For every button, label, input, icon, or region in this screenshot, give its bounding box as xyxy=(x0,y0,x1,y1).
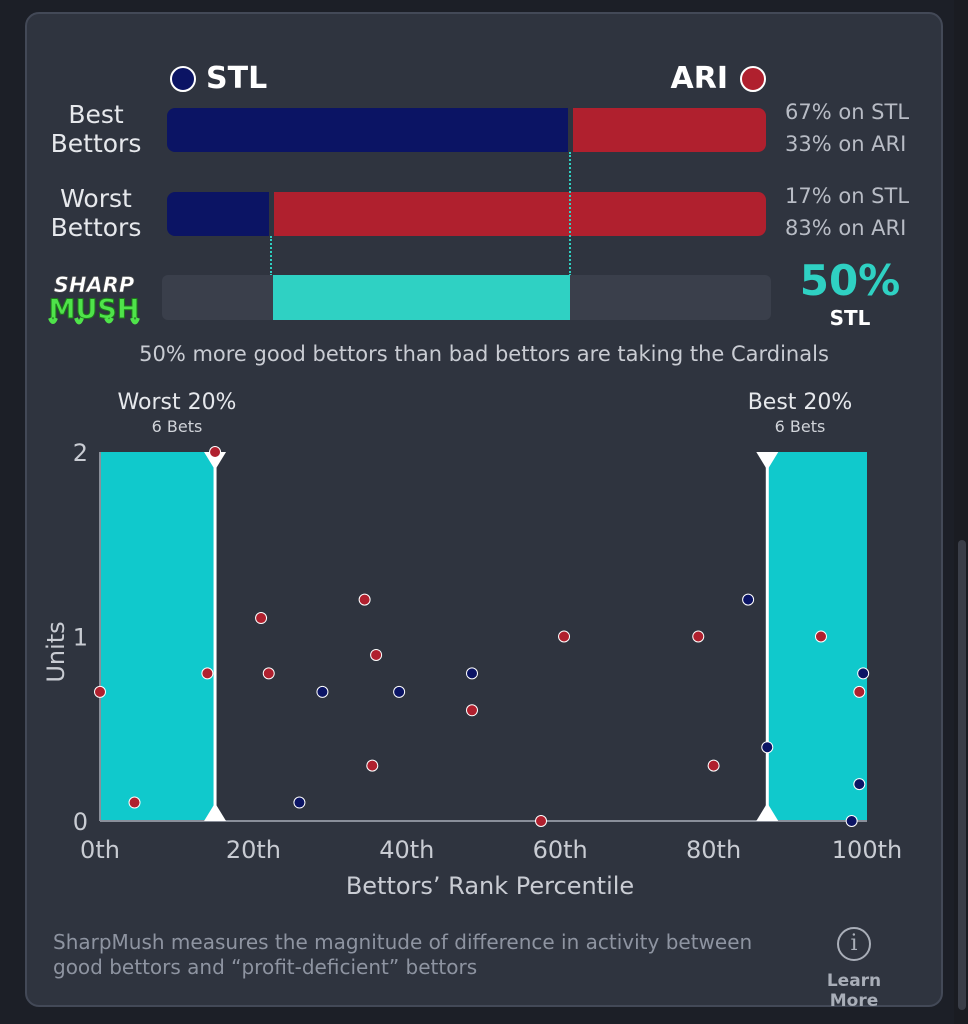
best-bettors-label: Best Bettors xyxy=(50,100,142,158)
team-stl-label: STL xyxy=(206,61,268,96)
worst-stl-pct: 17% on STL xyxy=(785,184,910,208)
sharpmush-summary: 50% more good bettors than bad bettors a… xyxy=(139,342,829,366)
worst-bettors-label: Worst Bettors xyxy=(50,184,142,242)
sharpmush-team: STL xyxy=(829,306,871,330)
worst-bettors-split: 17% on STL 83% on ARI xyxy=(785,180,909,244)
worst-band-title: Worst 20% xyxy=(117,390,237,415)
sharpmush-value: 50% xyxy=(799,256,901,305)
best-split-connector xyxy=(569,152,571,276)
info-icon: i xyxy=(837,927,871,961)
footer-description: SharpMush measures the magnitude of diff… xyxy=(53,930,753,979)
team-ari-label: ARI xyxy=(670,61,728,96)
sharpmush-card xyxy=(25,12,943,1007)
learn-more-button[interactable]: i Learn More xyxy=(800,927,908,1011)
best-bettors-split: 67% on STL 33% on ARI xyxy=(785,96,909,160)
logo-word-sharp: SHARP xyxy=(54,273,135,297)
sharpmush-logo: SHARP MUSH xyxy=(48,273,140,326)
worst-band-label: Worst 20% 6 Bets xyxy=(87,390,267,436)
worst-ari-segment xyxy=(274,192,766,236)
best-ari-pct: 33% on ARI xyxy=(785,132,907,156)
best-stl-segment xyxy=(167,108,568,152)
scrollbar[interactable] xyxy=(954,0,968,1024)
best-band-title: Best 20% xyxy=(747,390,853,415)
best-bettors-bar xyxy=(167,108,766,152)
scrollbar-thumb[interactable] xyxy=(958,540,966,1010)
stl-color-dot xyxy=(170,65,196,92)
worst-band-count: 6 Bets xyxy=(151,417,203,436)
best-stl-pct: 67% on STL xyxy=(785,100,910,124)
best-band-count: 6 Bets xyxy=(774,417,826,436)
worst-bettors-bar xyxy=(167,192,766,236)
worst-stl-segment xyxy=(167,192,269,236)
team-stl-header: STL xyxy=(170,61,267,96)
logo-word-mush: MUSH xyxy=(49,294,140,325)
worst-split-connector xyxy=(270,236,272,276)
ari-color-dot xyxy=(740,65,766,92)
worst-ari-pct: 83% on ARI xyxy=(785,216,907,240)
best-band-label: Best 20% 6 Bets xyxy=(710,390,890,436)
sharpmush-fill xyxy=(273,275,570,320)
team-ari-header: ARI xyxy=(671,61,766,96)
best-ari-segment xyxy=(573,108,766,152)
logo-drip-icon xyxy=(48,317,140,325)
learn-more-label: Learn More xyxy=(826,971,882,1011)
